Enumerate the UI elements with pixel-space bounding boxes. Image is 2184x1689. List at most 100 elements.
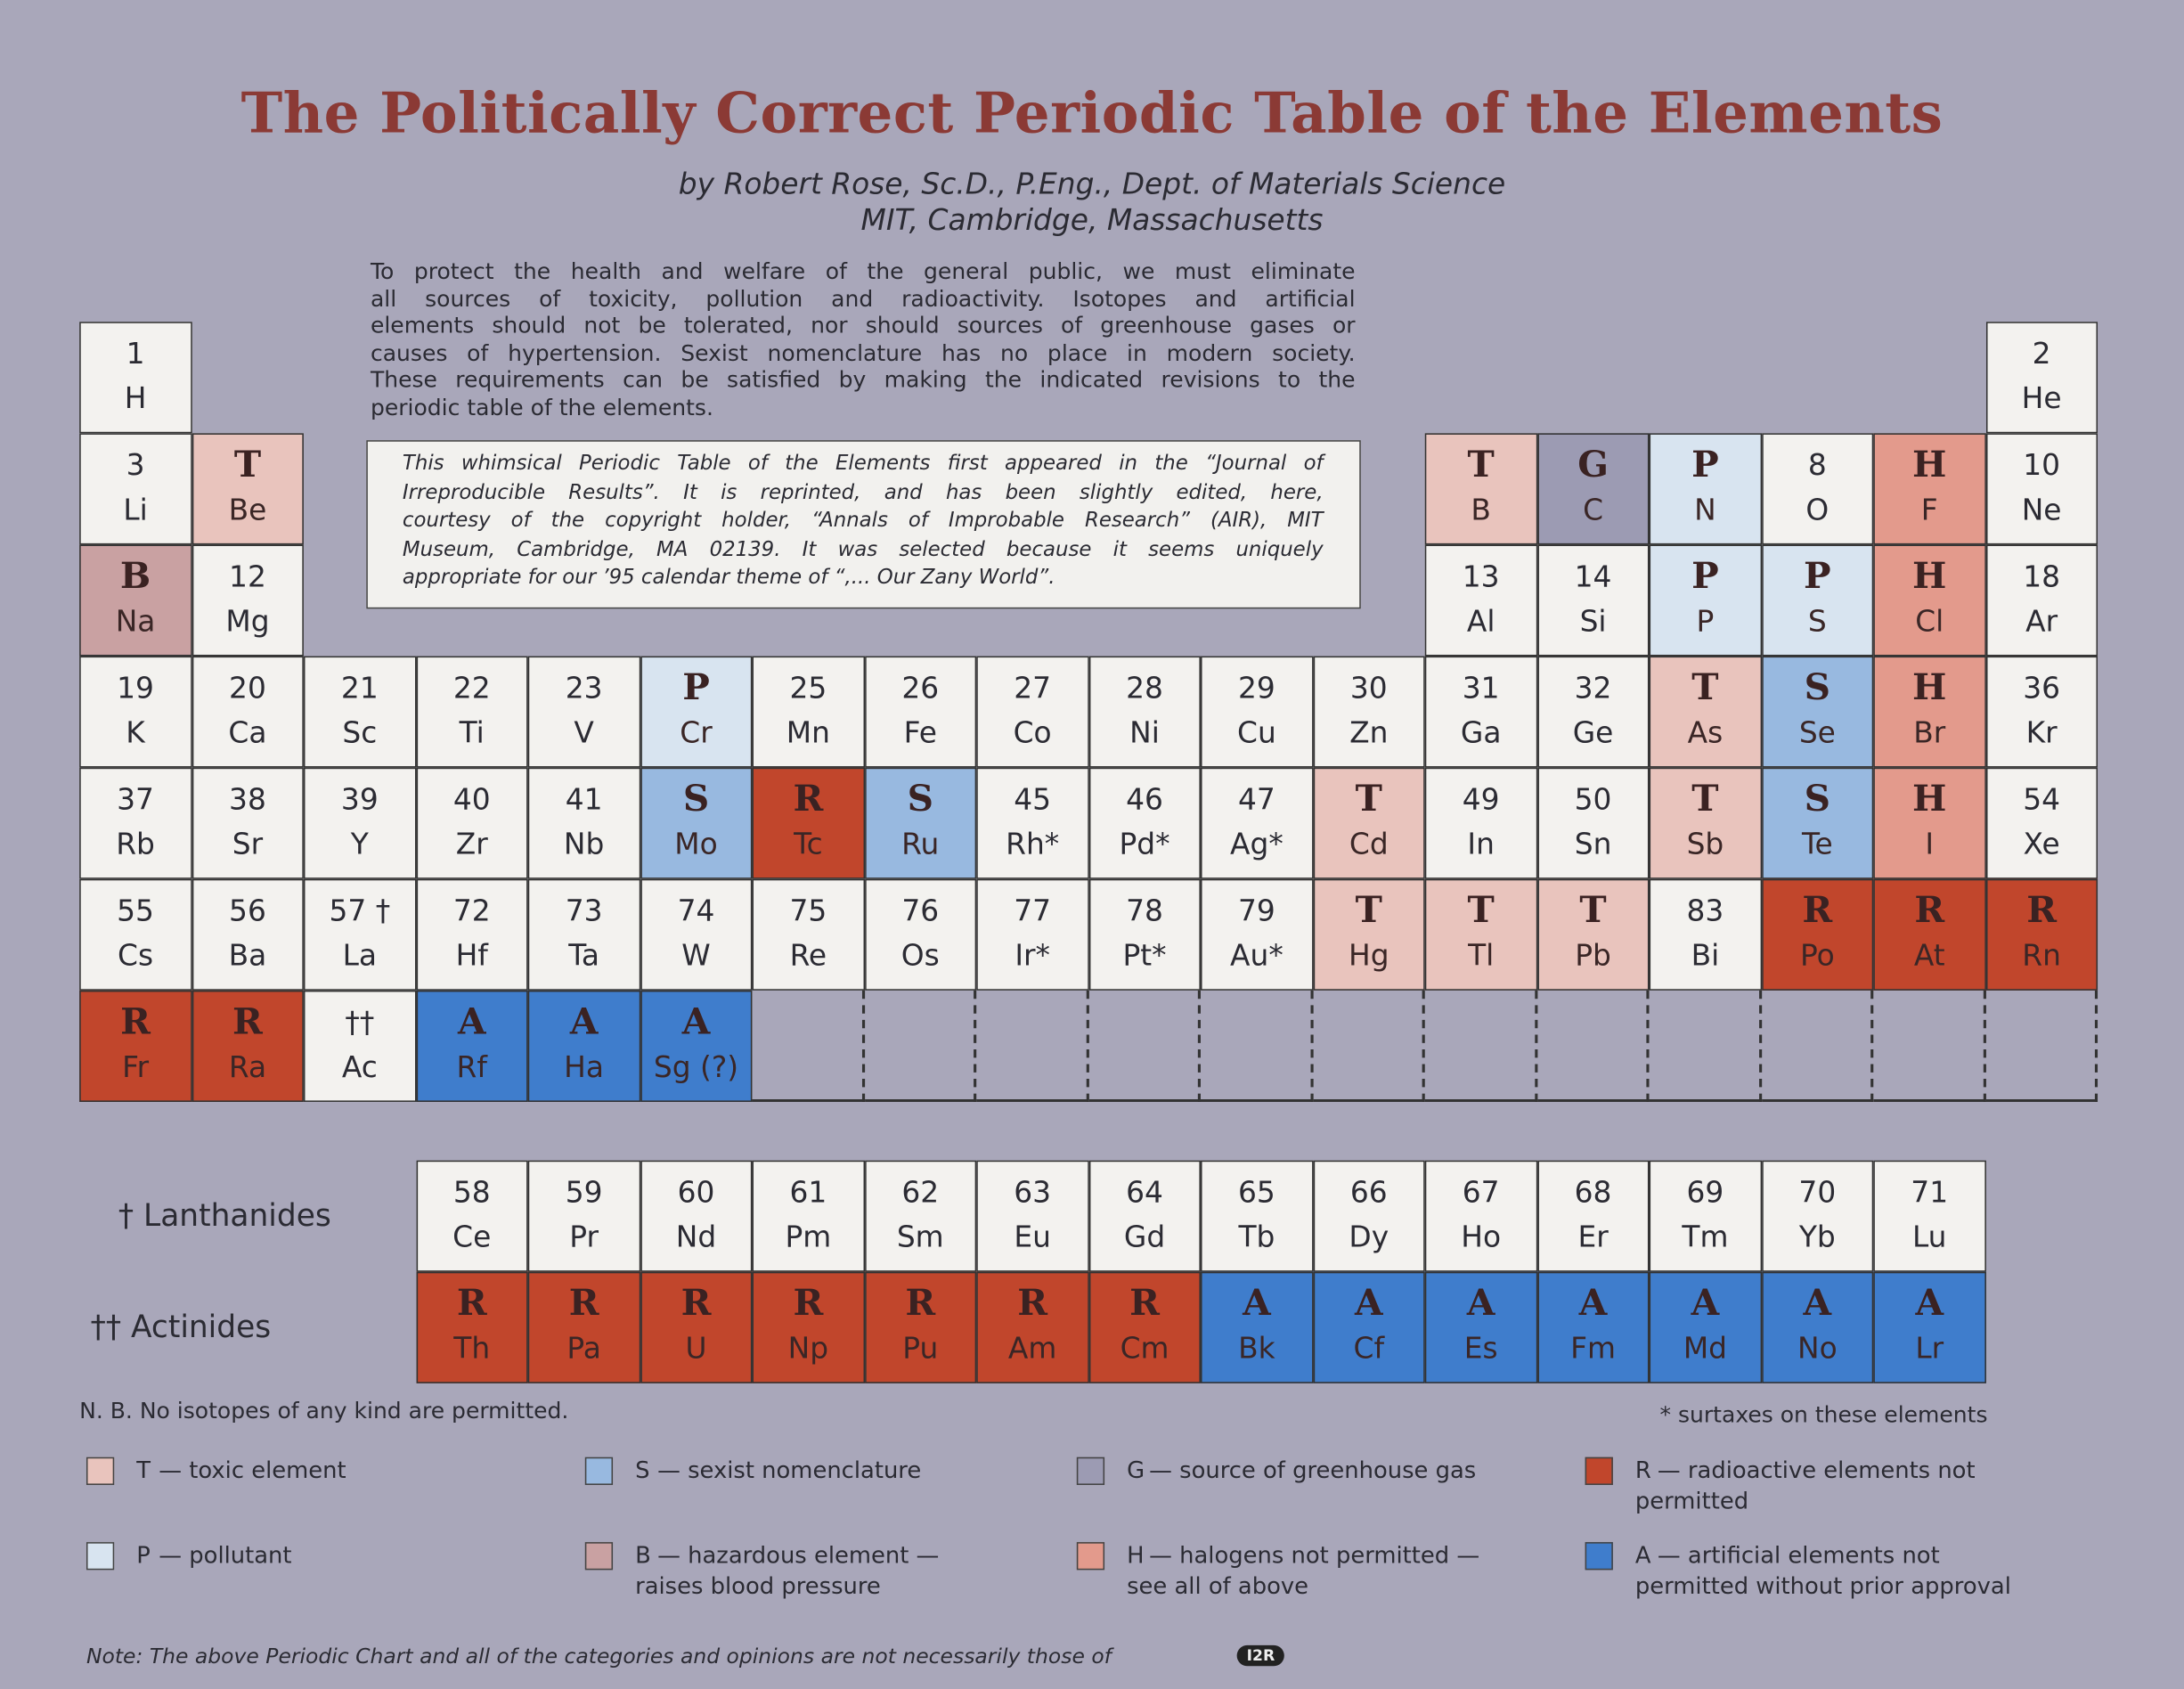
element-cell: 63 Eu [976, 1160, 1089, 1272]
legend-swatch [584, 1542, 614, 1571]
category-mark: T [1691, 667, 1719, 709]
element-cell: R Cm [1088, 1271, 1201, 1383]
element-cell: 55 Cs [79, 878, 192, 991]
element-symbol: H [124, 381, 147, 416]
logo: I2R [1236, 1644, 1285, 1667]
category-mark: H [1911, 667, 1947, 709]
element-cell: 39 Y [303, 767, 416, 879]
element-cell: 3 Li [79, 433, 192, 545]
element-cell: 59 Pr [527, 1160, 640, 1272]
category-mark: A [1466, 1283, 1495, 1326]
element-symbol: Th [453, 1331, 491, 1366]
element-cell: R Po [1761, 878, 1874, 991]
category-mark: A [1803, 1283, 1832, 1326]
category-mark: H [1911, 555, 1947, 598]
atomic-number: 20 [229, 671, 266, 706]
element-symbol: Rb [116, 827, 155, 861]
empty-slot [1200, 990, 1313, 1102]
element-cell: 20 Ca [192, 656, 304, 768]
element-symbol: Re [789, 938, 827, 973]
element-cell: A Cf [1312, 1271, 1425, 1383]
element-cell: A Bk [1200, 1271, 1313, 1383]
atomic-number: 83 [1686, 893, 1724, 928]
element-cell: 72 Hf [415, 878, 528, 991]
element-symbol: Zn [1349, 715, 1389, 750]
element-cell: 73 Ta [527, 878, 640, 991]
element-symbol: Ne [2021, 493, 2062, 527]
category-mark: A [1355, 1283, 1383, 1326]
legend-text: permitted without prior approval [1634, 1572, 2011, 1600]
element-cell: R Fr [79, 990, 192, 1102]
element-symbol: W [681, 938, 711, 973]
atomic-number: †† [345, 1006, 375, 1040]
element-cell: †† Ac [303, 990, 416, 1102]
atomic-number: 8 [1807, 448, 1827, 483]
atomic-number: 23 [565, 671, 603, 706]
element-cell: 31 Ga [1424, 656, 1537, 768]
element-symbol: Np [787, 1331, 829, 1366]
element-symbol: Cm [1120, 1331, 1169, 1366]
element-cell: 79 Au* [1200, 878, 1313, 991]
element-symbol: Br [1913, 715, 1946, 750]
atomic-number: 25 [789, 671, 827, 706]
element-symbol: As [1687, 715, 1724, 750]
element-symbol: P [1696, 604, 1715, 639]
element-symbol: F [1920, 493, 1938, 527]
element-symbol: Pd* [1119, 827, 1170, 861]
category-mark: R [1129, 1283, 1160, 1326]
atomic-number: 69 [1686, 1175, 1724, 1210]
note-line: Museum, Cambridge, MA 02139. It was sele… [402, 536, 1324, 561]
element-symbol: Ga [1460, 715, 1502, 750]
nb-note: N. B. No isotopes of any kind are permit… [79, 1397, 569, 1424]
category-mark: S [1804, 667, 1831, 709]
element-symbol: Nb [563, 827, 605, 861]
element-cell: 29 Cu [1200, 656, 1313, 768]
element-cell: T Pb [1536, 878, 1650, 991]
series-label: †† Actinides [90, 1310, 272, 1346]
element-cell: T Hg [1312, 878, 1425, 991]
atomic-number: 49 [1462, 782, 1500, 817]
element-cell: 28 Ni [1088, 656, 1201, 768]
element-cell: 37 Rb [79, 767, 192, 879]
legend-text: — pollutant [159, 1542, 292, 1569]
intro-line: periodic table of the elements. [370, 393, 713, 420]
element-symbol: Lr [1915, 1331, 1944, 1366]
empty-slot [864, 990, 977, 1102]
atomic-number: 31 [1462, 671, 1500, 706]
category-mark: A [1243, 1283, 1271, 1326]
atomic-number: 29 [1238, 671, 1275, 706]
atomic-number: 26 [901, 671, 940, 706]
element-cell: 32 Ge [1536, 656, 1650, 768]
element-cell: 49 In [1424, 767, 1537, 879]
atomic-number: 46 [1126, 782, 1163, 817]
element-symbol: S [1807, 604, 1827, 639]
element-cell: 12 Mg [192, 544, 304, 657]
element-symbol: Sm [896, 1220, 944, 1254]
intro-line: elements should not be tolerated, nor sh… [370, 312, 1356, 339]
atomic-number: 37 [117, 782, 154, 817]
element-symbol: He [2021, 381, 2062, 416]
element-cell: 69 Tm [1649, 1160, 1762, 1272]
element-symbol: Ar [2025, 604, 2058, 639]
category-mark: T [1691, 779, 1719, 821]
atomic-number: 27 [1014, 671, 1052, 706]
element-symbol: Ra [228, 1050, 267, 1084]
category-mark: R [120, 1001, 151, 1044]
element-cell: 23 V [527, 656, 640, 768]
category-mark: H [1911, 444, 1947, 486]
element-symbol: Kr [2025, 715, 2058, 750]
element-cell: 74 W [640, 878, 753, 991]
element-symbol: Hf [455, 938, 488, 973]
element-symbol: Co [1013, 715, 1052, 750]
category-mark: B [119, 555, 151, 598]
intro-line: These requirements can be satisfied by m… [370, 366, 1356, 393]
category-mark: R [568, 1283, 599, 1326]
atomic-number: 70 [1798, 1175, 1837, 1210]
atomic-number: 62 [901, 1175, 940, 1210]
element-cell: 50 Sn [1536, 767, 1650, 879]
element-symbol: Se [1798, 715, 1836, 750]
element-symbol: Cs [118, 938, 154, 973]
